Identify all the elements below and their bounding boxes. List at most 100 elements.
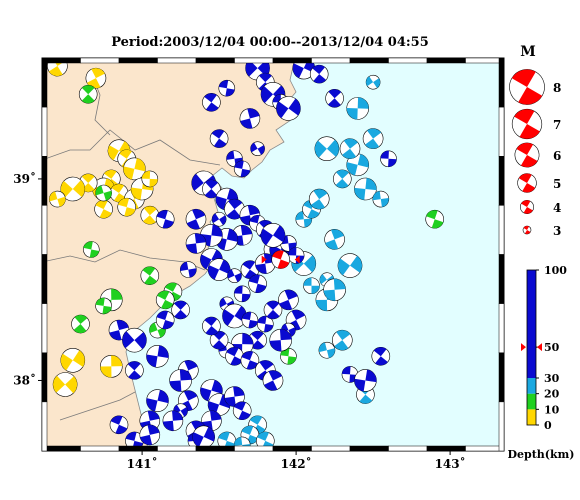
frame-band-top [157, 57, 197, 64]
focal-mechanism-3-83 [371, 346, 391, 366]
frame-band-top [311, 57, 351, 64]
frame-band-left [41, 156, 48, 206]
latitude-axis: 39˚ 38˚ [13, 171, 42, 387]
focal-mechanism-3-32 [248, 274, 267, 294]
magnitude-legend-label: 7 [553, 118, 561, 132]
focal-mechanism-3-86 [380, 150, 397, 168]
longitude-tick-label: 143˚ [435, 456, 466, 471]
latitude-tick-label: 39˚ [13, 171, 36, 186]
frame-band-right [498, 352, 505, 403]
focal-mechanism-3-18 [224, 198, 245, 220]
focal-mechanism-3-16 [202, 179, 221, 199]
magnitude-legend-symbol [514, 142, 540, 168]
frame-band-bottom [157, 445, 197, 452]
focal-mechanism-3-26 [185, 233, 207, 254]
focal-mechanism-3-68 [192, 425, 215, 449]
focal-mechanism-2-9 [303, 277, 320, 295]
frame-band-bottom [426, 445, 466, 452]
frame-band-left [41, 106, 48, 157]
magnitude-legend-label: 4 [553, 201, 561, 215]
focal-mechanism-1-3 [140, 266, 160, 285]
magnitude-legend-symbol [520, 200, 534, 214]
latitude-tick-label: 38˚ [13, 372, 36, 387]
focal-mechanism-3-60 [201, 410, 222, 432]
focal-mechanism-3-75 [171, 300, 190, 320]
magnitude-legend-label: 5 [553, 177, 561, 191]
focal-mechanism-3-6 [276, 96, 301, 121]
focal-mechanism-3-42 [269, 328, 293, 352]
focal-mechanism-1-0 [78, 84, 98, 104]
frame-band-top [195, 57, 235, 64]
depth-tick-label: 30 [544, 372, 560, 385]
focal-mechanism-1-5 [155, 290, 175, 310]
focal-mechanism-3-11 [209, 129, 229, 148]
focal-mechanism-3-9 [239, 108, 261, 129]
focal-mechanism-2-27 [323, 278, 346, 302]
frame-band-bottom [349, 445, 389, 452]
depth-tick-label: 20 [544, 388, 560, 401]
focal-mechanism-3-39 [278, 289, 299, 311]
focal-mechanism-3-8 [218, 79, 236, 97]
frame-band-right [498, 156, 505, 206]
focal-mechanism-3-85 [354, 369, 377, 392]
focal-mechanism-3-19 [211, 211, 227, 227]
focal-mechanism-3-14 [250, 141, 265, 156]
focal-mechanism-3-58 [224, 386, 245, 407]
focal-mechanism-2-16 [332, 169, 352, 189]
focal-mechanism-0-13 [94, 199, 113, 219]
frame-band-top [272, 57, 312, 64]
focal-mechanism-1-11 [425, 209, 445, 229]
focal-mechanism-0-12 [117, 197, 136, 217]
focal-mechanism-2-7 [331, 329, 353, 351]
focal-mechanism-3-7 [325, 89, 344, 108]
focal-mechanism-3-62 [162, 410, 184, 432]
focal-mechanism-3-38 [263, 300, 283, 320]
focal-mechanism-2-17 [346, 153, 370, 177]
frame-band-left [41, 254, 48, 304]
focal-mechanism-3-53 [169, 369, 192, 392]
focal-mechanism-2-21 [372, 190, 390, 208]
figure-title: Period:2003/12/04 00:00--2013/12/04 04:5… [111, 35, 429, 50]
frame-band-bottom [465, 445, 505, 452]
focal-mechanism-3-78 [155, 209, 175, 229]
frame-band-left [41, 57, 48, 108]
frame-band-bottom [80, 445, 120, 452]
focal-mechanism-3-47 [202, 316, 221, 336]
focal-mechanism-3-71 [146, 344, 169, 368]
focal-mechanism-highlight [271, 250, 291, 269]
frame-band-top [80, 57, 120, 64]
focal-mechanism-3-70 [125, 361, 144, 380]
depth-tick-label: 50 [544, 341, 560, 354]
depth-scale-band [527, 393, 536, 410]
focal-mechanism-2-11 [337, 253, 363, 278]
focal-mechanism-3-74 [155, 310, 175, 330]
focal-mechanism-2-23 [365, 74, 381, 90]
map-frame-scale-bands [41, 57, 505, 452]
frame-band-right [498, 106, 505, 157]
focal-mechanism-2-24 [314, 136, 340, 161]
focal-mechanism-1-8 [71, 314, 90, 334]
focal-mechanism-3-76 [180, 261, 197, 278]
frame-band-bottom [118, 445, 158, 452]
frame-band-bottom [234, 445, 274, 452]
focal-mechanism-0-1 [85, 67, 107, 89]
frame-band-right [498, 303, 505, 353]
magnitude-legend-symbol [522, 225, 532, 235]
frame-band-top [465, 57, 505, 64]
focal-mechanism-3-37 [256, 315, 274, 333]
focal-mechanism-0-11 [141, 170, 159, 188]
magnitude-legend-label: 8 [553, 81, 561, 95]
depth-scale-label: Depth(km) [508, 448, 575, 461]
focal-mechanism-3-51 [262, 370, 284, 391]
magnitude-legend-symbol [517, 173, 537, 193]
frame-band-left [41, 205, 48, 255]
map-area [42, 58, 504, 451]
magnitude-legend-symbol [511, 108, 543, 140]
focal-mechanism-0-4 [123, 157, 146, 181]
focal-mechanism-3-36 [241, 311, 259, 329]
focal-mechanism-3-77 [185, 208, 207, 230]
depth-scale-band [527, 270, 536, 378]
frame-band-top [41, 57, 81, 64]
